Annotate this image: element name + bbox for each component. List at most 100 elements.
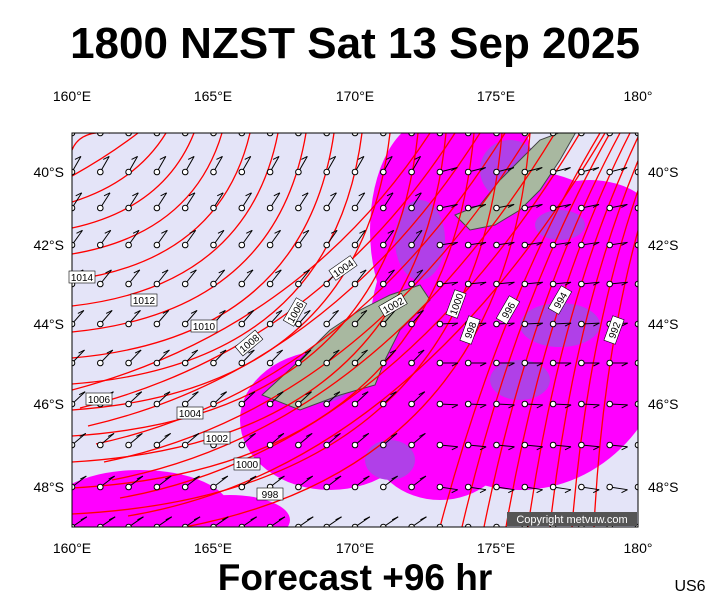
barb-feather — [479, 446, 487, 451]
barb-feather — [508, 531, 514, 534]
longitude-label: 165°E — [194, 88, 232, 104]
station — [380, 400, 387, 408]
station — [634, 204, 638, 212]
station — [351, 523, 359, 527]
longitude-label: 175°E — [477, 540, 515, 556]
station — [408, 280, 415, 288]
barb-feather — [451, 241, 458, 246]
station — [210, 483, 217, 491]
map-frame — [71, 132, 639, 528]
barb-feather — [536, 489, 543, 494]
barb-feather — [164, 432, 171, 437]
barb — [609, 526, 613, 527]
station — [72, 133, 76, 137]
barb-feather — [389, 349, 397, 354]
barb — [496, 133, 499, 134]
station — [549, 441, 557, 449]
barb-feather — [249, 432, 256, 437]
longitude-label: 170°E — [336, 540, 374, 556]
code: US6 — [674, 578, 705, 595]
station — [72, 320, 76, 328]
station — [323, 441, 331, 449]
barb-feather — [390, 432, 398, 437]
station — [408, 168, 415, 176]
barb-feather — [188, 192, 196, 197]
barb-feather — [414, 155, 421, 160]
barb-feather — [479, 241, 487, 246]
station — [436, 133, 444, 137]
station — [238, 241, 246, 249]
station — [464, 280, 472, 288]
isobar — [72, 133, 475, 489]
isobar-label-box — [547, 285, 573, 315]
station — [72, 241, 76, 249]
barb-feather — [159, 155, 167, 160]
isobar-label-box — [328, 255, 358, 281]
station — [549, 241, 557, 249]
station — [238, 280, 246, 288]
barb-feather — [107, 432, 115, 437]
barb-feather — [417, 349, 425, 354]
barb-feather — [77, 310, 85, 314]
longitude-label: 180° — [624, 88, 653, 104]
barb-feather — [592, 489, 600, 494]
barb-feather — [621, 203, 628, 208]
isobar-label-text: 998 — [262, 490, 279, 501]
station — [606, 400, 614, 408]
station — [323, 400, 331, 408]
latitude-label: 42°S — [648, 237, 679, 253]
barb-feather — [386, 155, 393, 160]
barb-feather — [536, 128, 542, 131]
station — [521, 320, 529, 328]
station — [521, 280, 529, 288]
station — [323, 320, 331, 328]
latitude-label: 46°S — [648, 396, 679, 412]
barb — [439, 133, 442, 134]
barb-feather — [305, 432, 313, 437]
isobar-label-text: 1002 — [206, 434, 229, 445]
isobar — [87, 133, 481, 427]
isobar — [72, 133, 335, 359]
station — [97, 483, 104, 491]
station — [72, 400, 76, 408]
station — [521, 204, 529, 212]
barb-feather — [621, 489, 628, 494]
barb-feather — [274, 229, 281, 234]
barb-feather — [508, 241, 515, 246]
barb-feather — [536, 322, 544, 327]
barb-feather — [190, 269, 197, 274]
barb-feather — [592, 203, 600, 208]
station — [210, 168, 217, 176]
barb-feather — [221, 475, 229, 480]
station — [549, 483, 557, 491]
station — [464, 359, 472, 367]
isobar — [72, 133, 431, 391]
barb-feather — [163, 349, 170, 354]
station — [464, 483, 472, 491]
station — [436, 280, 444, 288]
station — [153, 204, 161, 212]
barb-feather — [193, 516, 201, 521]
station — [295, 168, 302, 176]
station — [238, 359, 246, 367]
barb-feather — [390, 391, 397, 396]
barb — [638, 128, 655, 133]
station — [72, 204, 76, 212]
station — [436, 441, 444, 449]
station — [323, 204, 331, 212]
station — [521, 241, 529, 249]
isobar-label-box — [495, 295, 521, 325]
barb-feather — [78, 349, 85, 354]
barb-feather — [451, 489, 458, 494]
isobar — [72, 133, 139, 177]
barb-feather — [301, 192, 309, 197]
barb — [637, 445, 638, 446]
barb-feather — [592, 241, 600, 246]
station — [351, 400, 359, 408]
barb — [383, 133, 384, 134]
station — [72, 359, 76, 367]
barb-feather — [564, 203, 571, 208]
barb-feather — [621, 281, 628, 286]
barb-feather — [621, 446, 628, 451]
station — [266, 400, 274, 408]
